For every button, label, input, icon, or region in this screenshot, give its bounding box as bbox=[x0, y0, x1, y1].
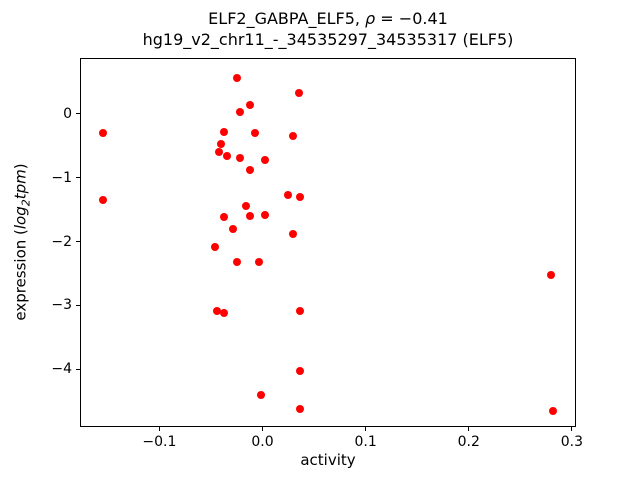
y-tick-label: 0 bbox=[63, 105, 72, 122]
data-point bbox=[251, 128, 260, 137]
x-tick-label: 0.2 bbox=[457, 434, 480, 450]
ylabel-suffix: ) bbox=[11, 163, 30, 170]
x-axis-label: activity bbox=[300, 451, 356, 469]
data-point bbox=[246, 211, 255, 220]
y-tick-mark bbox=[76, 241, 80, 243]
data-point bbox=[295, 405, 304, 414]
data-point bbox=[220, 309, 229, 318]
data-point bbox=[260, 155, 269, 164]
data-point bbox=[547, 270, 556, 279]
data-point bbox=[235, 107, 244, 116]
data-point bbox=[242, 201, 251, 210]
data-point bbox=[246, 165, 255, 174]
y-tick-label: −3 bbox=[51, 297, 72, 314]
y-tick-mark bbox=[76, 368, 80, 370]
data-point bbox=[228, 224, 237, 233]
x-tick-label: 0.0 bbox=[251, 434, 274, 450]
data-point bbox=[235, 154, 244, 163]
y-tick-mark bbox=[76, 113, 80, 115]
x-tick-label: −0.1 bbox=[142, 434, 177, 450]
data-point bbox=[232, 74, 241, 83]
y-axis-label: expression (log2tpm) bbox=[12, 163, 33, 320]
data-point bbox=[232, 258, 241, 266]
ylabel-log: log bbox=[11, 206, 30, 230]
data-point bbox=[295, 367, 304, 376]
title-prefix: ELF2_GABPA_ELF5, bbox=[208, 9, 366, 28]
x-tick-mark bbox=[365, 427, 367, 431]
data-point bbox=[217, 140, 226, 149]
ylabel-sub: 2 bbox=[19, 199, 33, 207]
x-tick-mark bbox=[262, 427, 264, 431]
y-tick-mark bbox=[76, 177, 80, 179]
x-tick-label: 0.3 bbox=[560, 434, 584, 450]
chart-title-line2: hg19_v2_chr11_-_34535297_34535317 (ELF5) bbox=[142, 30, 514, 49]
rho-symbol: ρ bbox=[365, 9, 376, 28]
data-point bbox=[295, 306, 304, 315]
chart-title-line1: ELF2_GABPA_ELF5, ρ = −0.41 bbox=[80, 8, 576, 29]
data-point bbox=[223, 152, 232, 161]
data-point bbox=[549, 407, 558, 415]
x-tick-mark bbox=[468, 427, 470, 431]
data-point bbox=[260, 210, 269, 219]
ylabel-var: tpm bbox=[11, 169, 30, 200]
data-point bbox=[246, 101, 255, 110]
data-point bbox=[284, 191, 293, 200]
data-point bbox=[294, 88, 303, 97]
chart-title: ELF2_GABPA_ELF5, ρ = −0.41 hg19_v2_chr11… bbox=[80, 8, 576, 50]
y-tick-label: −4 bbox=[51, 361, 72, 378]
data-point bbox=[220, 127, 229, 136]
data-point bbox=[295, 192, 304, 201]
x-tick-mark bbox=[158, 427, 160, 431]
data-point bbox=[220, 213, 229, 222]
x-tick-label: 0.1 bbox=[354, 434, 377, 450]
data-point bbox=[98, 128, 107, 137]
data-point bbox=[289, 132, 298, 141]
data-point bbox=[98, 195, 107, 204]
data-point bbox=[213, 306, 222, 315]
data-point bbox=[255, 258, 264, 266]
plot-area bbox=[80, 58, 576, 427]
x-tick-mark bbox=[571, 427, 573, 431]
rho-value: = −0.41 bbox=[375, 9, 448, 28]
ylabel-prefix: expression ( bbox=[11, 229, 30, 321]
data-point bbox=[211, 242, 220, 251]
y-tick-label: −2 bbox=[51, 233, 72, 250]
data-point bbox=[257, 391, 266, 400]
y-tick-mark bbox=[76, 304, 80, 306]
y-tick-label: −1 bbox=[51, 169, 72, 186]
data-point bbox=[289, 229, 298, 238]
data-point bbox=[215, 148, 224, 156]
